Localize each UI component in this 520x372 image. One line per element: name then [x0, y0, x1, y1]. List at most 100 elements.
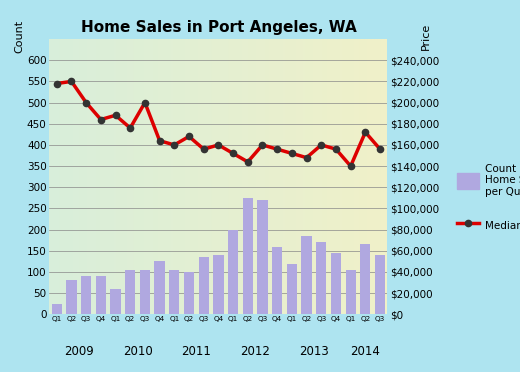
Bar: [124, 39, 127, 314]
Bar: [195, 39, 198, 314]
Bar: [49, 39, 53, 314]
Bar: [174, 39, 178, 314]
Bar: [249, 39, 252, 314]
Bar: [53, 39, 56, 314]
Bar: [375, 255, 385, 314]
Bar: [90, 39, 94, 314]
Y-axis label: Price: Price: [421, 23, 431, 50]
Bar: [337, 39, 340, 314]
Bar: [242, 39, 245, 314]
Bar: [360, 39, 364, 314]
Bar: [213, 255, 224, 314]
Bar: [300, 39, 303, 314]
Bar: [354, 39, 357, 314]
Bar: [148, 39, 151, 314]
Bar: [59, 39, 63, 314]
Bar: [243, 198, 253, 314]
Bar: [259, 39, 262, 314]
Bar: [158, 39, 161, 314]
Bar: [199, 257, 209, 314]
Bar: [218, 39, 222, 314]
Bar: [80, 39, 83, 314]
Bar: [96, 276, 106, 314]
Bar: [67, 39, 70, 314]
Bar: [198, 39, 202, 314]
Bar: [330, 39, 333, 314]
Bar: [310, 39, 313, 314]
Bar: [283, 39, 286, 314]
Bar: [140, 270, 150, 314]
Bar: [316, 39, 320, 314]
Bar: [257, 200, 268, 314]
Bar: [344, 39, 347, 314]
Bar: [239, 39, 242, 314]
Bar: [56, 39, 60, 314]
Bar: [191, 39, 195, 314]
Bar: [272, 39, 276, 314]
Y-axis label: Count: Count: [14, 20, 24, 53]
Bar: [229, 39, 232, 314]
Bar: [279, 39, 283, 314]
Bar: [296, 39, 300, 314]
Bar: [110, 39, 114, 314]
Bar: [103, 39, 107, 314]
Bar: [188, 39, 191, 314]
Bar: [94, 39, 97, 314]
Bar: [110, 289, 121, 314]
Bar: [302, 236, 311, 314]
Bar: [287, 263, 297, 314]
Bar: [215, 39, 218, 314]
Bar: [269, 39, 272, 314]
Bar: [161, 39, 164, 314]
Bar: [357, 39, 360, 314]
Bar: [141, 39, 144, 314]
Bar: [169, 270, 179, 314]
Bar: [236, 39, 239, 314]
Bar: [222, 39, 225, 314]
Bar: [327, 39, 330, 314]
Bar: [73, 39, 76, 314]
Legend: Count of
Home Sales
per Quarter, Median Price: Count of Home Sales per Quarter, Median …: [453, 161, 520, 237]
Bar: [83, 39, 86, 314]
Bar: [252, 39, 256, 314]
Bar: [184, 272, 194, 314]
Bar: [117, 39, 121, 314]
Bar: [171, 39, 174, 314]
Bar: [345, 270, 356, 314]
Bar: [374, 39, 378, 314]
Bar: [208, 39, 212, 314]
Bar: [134, 39, 137, 314]
Bar: [378, 39, 381, 314]
Text: 2009: 2009: [64, 345, 94, 358]
Bar: [245, 39, 249, 314]
Bar: [262, 39, 266, 314]
Bar: [333, 39, 337, 314]
Bar: [86, 39, 90, 314]
Bar: [293, 39, 296, 314]
Bar: [181, 39, 185, 314]
Bar: [381, 39, 384, 314]
Bar: [97, 39, 100, 314]
Bar: [127, 39, 131, 314]
Bar: [125, 270, 135, 314]
Bar: [202, 39, 205, 314]
Bar: [67, 280, 76, 314]
Bar: [347, 39, 350, 314]
Bar: [212, 39, 215, 314]
Text: 2011: 2011: [181, 345, 211, 358]
Bar: [81, 276, 92, 314]
Bar: [144, 39, 148, 314]
Bar: [70, 39, 73, 314]
Text: 2013: 2013: [299, 345, 329, 358]
Bar: [289, 39, 293, 314]
Bar: [323, 39, 327, 314]
Bar: [272, 247, 282, 314]
Bar: [121, 39, 124, 314]
Bar: [384, 39, 387, 314]
Text: 2010: 2010: [123, 345, 152, 358]
Bar: [107, 39, 110, 314]
Bar: [276, 39, 279, 314]
Bar: [364, 39, 367, 314]
Bar: [185, 39, 188, 314]
Bar: [340, 39, 344, 314]
